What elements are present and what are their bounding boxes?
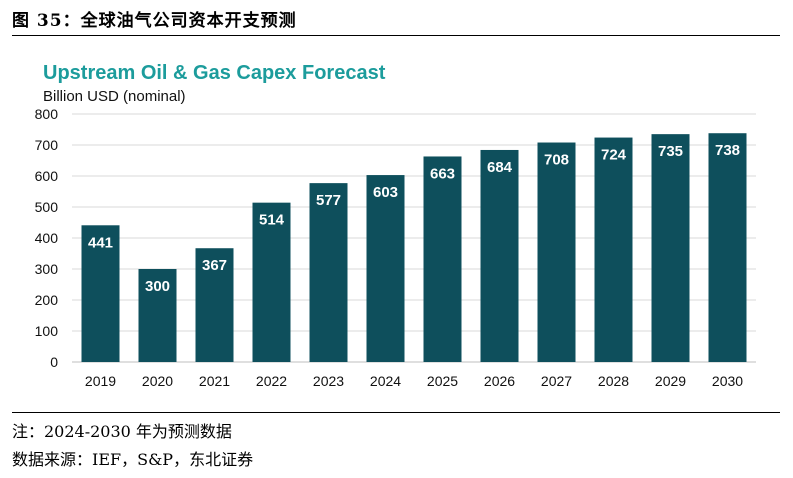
forecast-note: 注：2024-2030 年为预测数据: [12, 422, 232, 441]
data-label: 367: [202, 257, 227, 274]
y-tick-label: 400: [35, 230, 59, 246]
x-tick-label: 2024: [370, 373, 401, 389]
bar: [366, 175, 405, 362]
chart-title: Upstream Oil & Gas Capex Forecast: [43, 62, 386, 84]
x-tick-label: 2023: [313, 373, 344, 389]
bar: [195, 248, 234, 362]
bar: [651, 134, 690, 362]
data-label: 738: [715, 142, 740, 159]
bar: [138, 269, 177, 362]
y-tick-label: 0: [50, 354, 58, 370]
data-label: 708: [544, 152, 569, 169]
bar: [81, 225, 120, 362]
data-label: 441: [88, 234, 113, 251]
data-label: 514: [259, 212, 285, 229]
x-axis-ticks: 2019 2020 2021 2022 2023 2024 2025 2026 2027 2028…: [85, 373, 743, 389]
bar: [708, 133, 747, 362]
bars: [81, 133, 747, 362]
y-tick-label: 800: [35, 106, 59, 122]
bar: [423, 156, 462, 362]
data-label: 684: [487, 159, 513, 176]
caption-rule: [12, 35, 780, 36]
y-tick-label: 200: [35, 292, 59, 308]
x-tick-label: 2030: [712, 373, 743, 389]
y-tick-label: 500: [35, 199, 59, 215]
bar: [594, 137, 633, 362]
bar: [252, 202, 291, 362]
figure-caption: 图 35：全球油气公司资本开支预测: [12, 11, 297, 31]
bar: [480, 149, 519, 362]
bar: [309, 183, 348, 362]
bar: [537, 142, 576, 362]
x-tick-label: 2026: [484, 373, 515, 389]
data-label: 663: [430, 165, 455, 182]
x-tick-label: 2027: [541, 373, 572, 389]
x-tick-label: 2019: [85, 373, 116, 389]
x-tick-label: 2025: [427, 373, 458, 389]
data-label: 300: [145, 278, 170, 295]
data-label: 735: [658, 143, 683, 160]
y-axis-ticks: 0 100 200 300 400 500 600 700 800: [35, 106, 59, 370]
notes-rule: [12, 412, 780, 413]
data-label: 724: [601, 147, 627, 164]
data-labels: 441 300 367 514 577 603 663 684 708 724 735 738: [88, 142, 740, 295]
y-tick-label: 700: [35, 137, 59, 153]
x-tick-label: 2029: [655, 373, 686, 389]
y-tick-label: 300: [35, 261, 59, 277]
data-label: 577: [316, 192, 341, 209]
y-axis-label: Billion USD (nominal): [43, 88, 186, 105]
x-tick-label: 2022: [256, 373, 287, 389]
y-tick-label: 600: [35, 168, 59, 184]
y-tick-label: 100: [35, 323, 59, 339]
x-tick-label: 2021: [199, 373, 230, 389]
source-note: 数据来源：IEF，S&P，东北证券: [12, 450, 254, 469]
x-tick-label: 2020: [142, 373, 173, 389]
data-label: 603: [373, 184, 398, 201]
gridlines: [72, 113, 756, 363]
x-tick-label: 2028: [598, 373, 629, 389]
